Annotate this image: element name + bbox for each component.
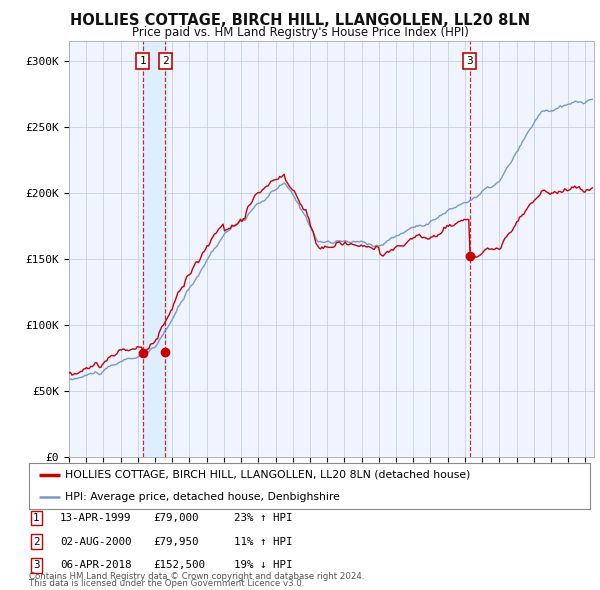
Text: 23% ↑ HPI: 23% ↑ HPI bbox=[234, 513, 293, 523]
Text: Contains HM Land Registry data © Crown copyright and database right 2024.: Contains HM Land Registry data © Crown c… bbox=[29, 572, 364, 581]
Text: 3: 3 bbox=[466, 56, 473, 66]
Text: £79,000: £79,000 bbox=[153, 513, 199, 523]
Bar bbox=[143, 41, 167, 457]
Text: 13-APR-1999: 13-APR-1999 bbox=[60, 513, 131, 523]
Text: 2: 2 bbox=[161, 56, 169, 66]
Text: 1: 1 bbox=[139, 56, 146, 66]
Text: HPI: Average price, detached house, Denbighshire: HPI: Average price, detached house, Denb… bbox=[65, 492, 340, 502]
Text: 02-AUG-2000: 02-AUG-2000 bbox=[60, 537, 131, 546]
Text: Price paid vs. HM Land Registry's House Price Index (HPI): Price paid vs. HM Land Registry's House … bbox=[131, 26, 469, 39]
Text: 1: 1 bbox=[33, 513, 40, 523]
Text: HOLLIES COTTAGE, BIRCH HILL, LLANGOLLEN, LL20 8LN: HOLLIES COTTAGE, BIRCH HILL, LLANGOLLEN,… bbox=[70, 13, 530, 28]
Text: 3: 3 bbox=[33, 560, 40, 570]
Text: 19% ↓ HPI: 19% ↓ HPI bbox=[234, 560, 293, 570]
Text: 11% ↑ HPI: 11% ↑ HPI bbox=[234, 537, 293, 546]
Text: HOLLIES COTTAGE, BIRCH HILL, LLANGOLLEN, LL20 8LN (detached house): HOLLIES COTTAGE, BIRCH HILL, LLANGOLLEN,… bbox=[65, 470, 470, 480]
Text: £152,500: £152,500 bbox=[153, 560, 205, 570]
Text: £79,950: £79,950 bbox=[153, 537, 199, 546]
Text: This data is licensed under the Open Government Licence v3.0.: This data is licensed under the Open Gov… bbox=[29, 579, 304, 588]
Text: 2: 2 bbox=[33, 537, 40, 546]
Text: 06-APR-2018: 06-APR-2018 bbox=[60, 560, 131, 570]
